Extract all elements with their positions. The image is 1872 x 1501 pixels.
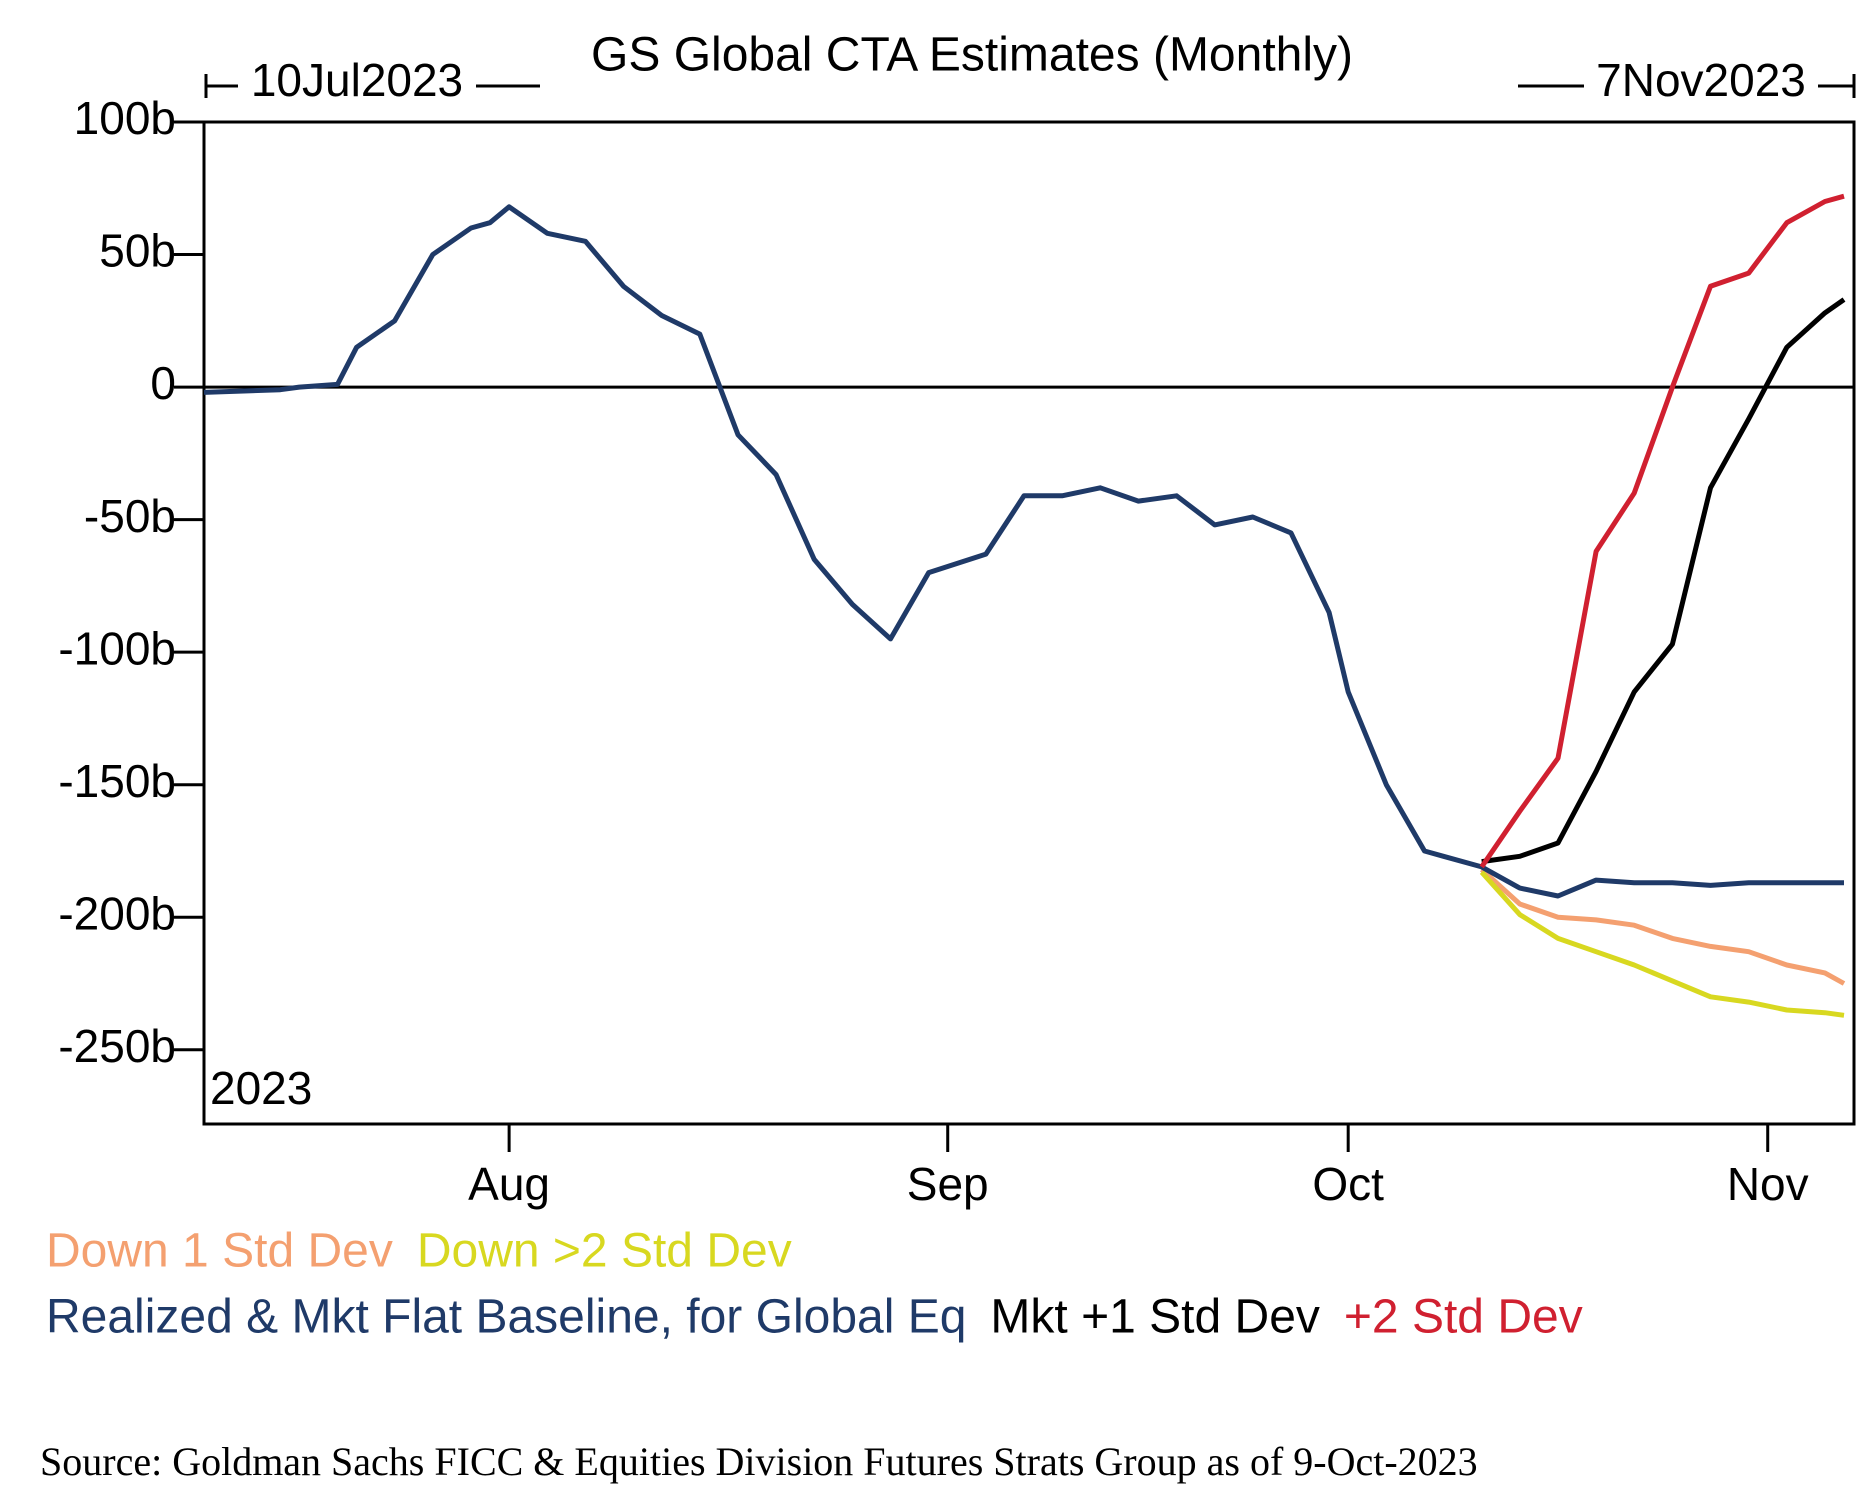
y-tick-label: 0: [150, 357, 176, 409]
legend-entry: Mkt +1 Std Dev: [990, 1291, 1319, 1344]
y-tick-label: -150b: [58, 755, 176, 807]
plot-frame: [202, 120, 1856, 1126]
y-tick-label: -250b: [58, 1020, 176, 1072]
x-tick-label: Sep: [907, 1158, 989, 1210]
series-line: [203, 204, 1844, 899]
chart-title: GS Global CTA Estimates (Monthly): [591, 29, 1353, 82]
series-line: [1479, 870, 1845, 1018]
y-tick-label: 50b: [99, 225, 176, 277]
x-tick-label: Nov: [1727, 1158, 1809, 1210]
x-tick-label: Oct: [1312, 1158, 1384, 1210]
legend-entry: Realized & Mkt Flat Baseline, for Global…: [46, 1291, 966, 1344]
x-tick-label: Aug: [468, 1158, 550, 1210]
series-line: [1479, 193, 1845, 869]
y-tick-label: -100b: [58, 622, 176, 674]
start-date-label: 10Jul2023: [251, 54, 463, 106]
legend-entry: +2 Std Dev: [1344, 1291, 1583, 1344]
year-label: 2023: [210, 1062, 312, 1114]
y-tick-label: 100b: [74, 92, 176, 144]
series-line: [1481, 297, 1846, 865]
legend-entry: Down >2 Std Dev: [417, 1225, 792, 1278]
end-date-label: 7Nov2023: [1596, 54, 1806, 106]
y-tick-label: -50b: [84, 490, 176, 542]
y-tick-label: -200b: [58, 887, 176, 939]
source-note: Source: Goldman Sachs FICC & Equities Di…: [40, 1439, 1478, 1484]
header-brackets: [204, 74, 1856, 98]
series-line: [1480, 867, 1846, 986]
legend-entry: Down 1 Std Dev: [46, 1225, 393, 1278]
